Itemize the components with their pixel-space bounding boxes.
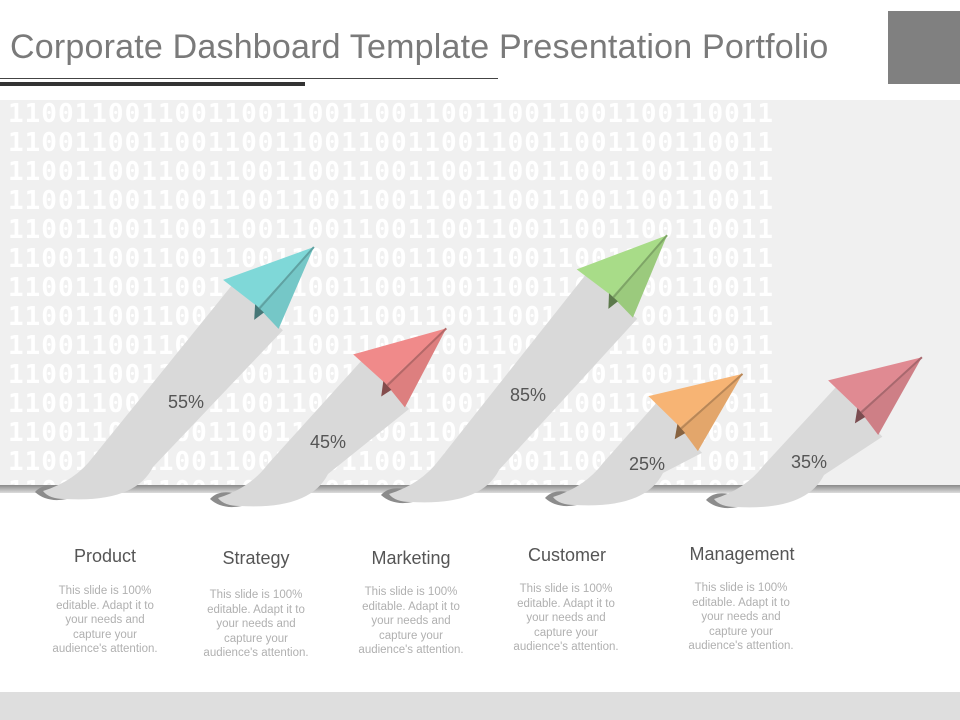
percent-label-customer: 25% bbox=[629, 454, 665, 474]
category-label-strategy: Strategy bbox=[222, 548, 290, 568]
binary-row: 1100110011001100110011001100110011001100… bbox=[8, 302, 775, 332]
plane-wing-left-customer bbox=[648, 373, 743, 427]
plane-wing-right-management bbox=[860, 357, 922, 435]
description-marketing: This slide is 100% editable. Adapt it to… bbox=[358, 586, 464, 656]
plane-wing-right-marketing bbox=[612, 235, 668, 318]
description-management: This slide is 100% editable. Adapt it to… bbox=[688, 582, 794, 652]
footer-bar bbox=[0, 692, 960, 720]
ribbon-trail-product bbox=[43, 283, 283, 500]
title-underline-accent bbox=[0, 82, 305, 86]
plane-keel-customer bbox=[674, 424, 686, 440]
category-label-management: Management bbox=[689, 544, 795, 564]
plane-fold-customer bbox=[680, 373, 744, 430]
percent-label-product: 55% bbox=[168, 392, 204, 412]
plane-fold-marketing bbox=[612, 234, 668, 298]
plane-keel-marketing bbox=[608, 293, 618, 309]
plane-keel-product bbox=[254, 304, 264, 320]
plane-fold-product bbox=[258, 246, 315, 310]
plane-keel-management bbox=[854, 408, 866, 424]
category-label-product: Product bbox=[73, 546, 137, 566]
percent-label-management: 35% bbox=[791, 452, 827, 472]
plane-wing-left-strategy bbox=[353, 328, 447, 384]
plane-wing-right-strategy bbox=[386, 328, 447, 408]
ribbon-trail-strategy bbox=[218, 359, 409, 507]
percent-label-strategy: 45% bbox=[310, 432, 346, 452]
plane-wing-right-product bbox=[258, 247, 314, 329]
description-customer: This slide is 100% editable. Adapt it to… bbox=[513, 583, 619, 653]
plane-wing-right-customer bbox=[680, 373, 743, 452]
plane-fold-management bbox=[860, 356, 923, 414]
corner-accent-block bbox=[888, 11, 960, 84]
binary-row: 1100110011001100110011001100110011001100… bbox=[8, 157, 775, 187]
description-strategy: This slide is 100% editable. Adapt it to… bbox=[203, 589, 309, 659]
ribbon-trail-management bbox=[714, 385, 883, 508]
binary-row: 1100110011001100110011001100110011001100… bbox=[8, 100, 775, 129]
plane-fold-strategy bbox=[386, 327, 447, 387]
ribbon-trail-marketing bbox=[389, 273, 638, 503]
title-underline bbox=[0, 78, 498, 79]
plane-keel-strategy bbox=[381, 381, 392, 397]
percent-label-marketing: 85% bbox=[510, 385, 546, 405]
plane-wing-left-product bbox=[223, 247, 314, 307]
binary-row: 1100110011001100110011001100110011001100… bbox=[8, 128, 775, 158]
description-product: This slide is 100% editable. Adapt it to… bbox=[52, 585, 158, 655]
category-label-customer: Customer bbox=[527, 545, 607, 565]
ribbon-trail-customer bbox=[553, 401, 702, 506]
plane-wing-left-marketing bbox=[576, 235, 668, 296]
category-label-marketing: Marketing bbox=[371, 548, 451, 568]
binary-row: 1100110011001100110011001100110011001100… bbox=[8, 215, 775, 245]
binary-row: 1100110011001100110011001100110011001100… bbox=[8, 186, 775, 216]
slide-title: Corporate Dashboard Template Presentatio… bbox=[10, 28, 829, 66]
binary-row: 1100110011001100110011001100110011001100… bbox=[8, 477, 960, 489]
plane-wing-left-management bbox=[828, 357, 922, 411]
